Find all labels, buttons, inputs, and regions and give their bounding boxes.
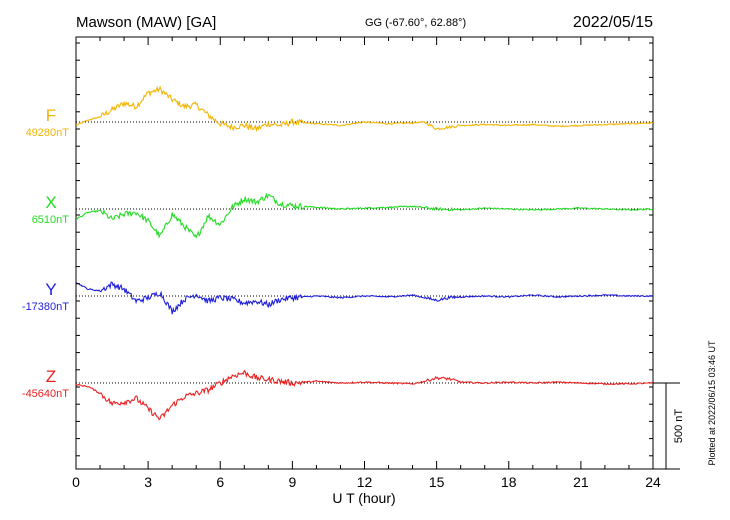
baseline-label-f: 49280nT (26, 127, 70, 139)
series-line-f (75, 85, 654, 133)
station-coords: GG (-67.60°, 62.88°) (365, 17, 466, 29)
baseline-label-x: 6510nT (32, 214, 70, 226)
plotted-note: Plotted at 2022/06/15 03:46 UT (707, 340, 717, 466)
x-tick-label: 18 (501, 474, 517, 490)
x-tick-label: 12 (357, 474, 373, 490)
series-labels-group: F 49280nT X 6510nT Y -17380nT Z -45640nT (22, 106, 69, 400)
x-tick-label: 6 (216, 474, 224, 490)
x-tick-labels-group: 0 3 6 9 12 15 18 21 24 (72, 474, 661, 490)
baseline-label-z: -45640nT (22, 388, 69, 400)
series-label-f: F (46, 106, 56, 125)
x-axis-label: U T (hour) (332, 490, 395, 506)
series-line-y (75, 281, 654, 315)
series-label-z: Z (46, 367, 56, 386)
baselines-group (76, 121, 653, 384)
series-label-y: Y (45, 280, 56, 299)
x-tick-label: 21 (573, 474, 589, 490)
station-title: Mawson (MAW) [GA] (76, 14, 216, 31)
scale-bar: 500 nT (653, 382, 685, 470)
x-tick-label: 0 (72, 474, 80, 490)
x-tick-label: 3 (144, 474, 152, 490)
series-label-x: X (45, 193, 56, 212)
x-tick-label: 9 (288, 474, 296, 490)
x-tick-label: 24 (645, 474, 661, 490)
series-group (75, 85, 654, 421)
ticks-group (75, 37, 654, 469)
series-line-x (75, 192, 654, 239)
plot-frame (75, 36, 654, 470)
baseline-label-y: -17380nT (22, 301, 69, 313)
scale-bar-label: 500 nT (673, 409, 685, 444)
chart-date: 2022/05/15 (573, 14, 653, 31)
series-line-z (75, 369, 654, 421)
x-tick-label: 15 (429, 474, 445, 490)
